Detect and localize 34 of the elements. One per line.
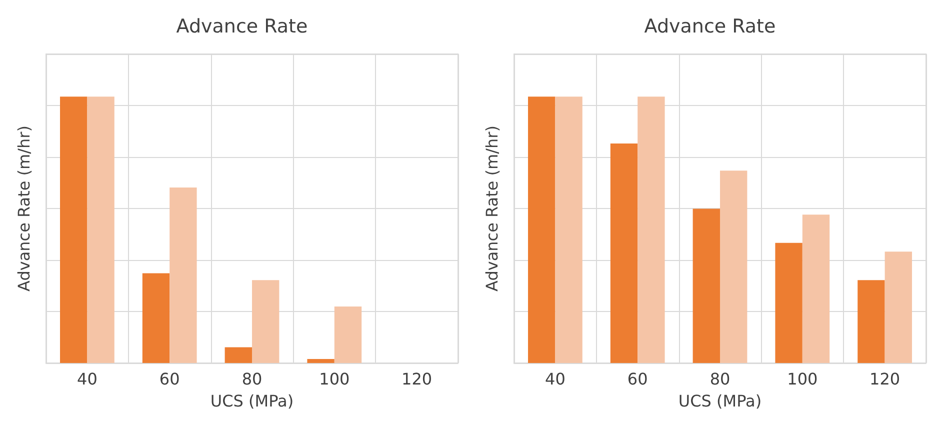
bar [334, 306, 362, 363]
bar [224, 347, 252, 363]
bar [528, 96, 556, 363]
x-tick-label: 80 [242, 370, 262, 388]
x-tick-label: 120 [870, 370, 900, 388]
bar [692, 208, 720, 363]
bar [638, 96, 665, 363]
y-axis-title: Advance Rate (m/hr) [482, 126, 502, 292]
x-tick-label: 100 [787, 370, 818, 388]
x-tick-label: 100 [319, 370, 350, 388]
x-axis-title: UCS (MPa) [678, 392, 762, 410]
bar [252, 280, 280, 363]
chart-title: Advance Rate [644, 16, 776, 38]
bar [555, 96, 582, 363]
bar [142, 273, 170, 363]
bar [610, 144, 638, 363]
x-tick-label: 80 [710, 370, 730, 388]
bar [87, 96, 114, 363]
bar [170, 187, 197, 363]
x-tick-label: 40 [545, 370, 566, 388]
bar [60, 96, 88, 363]
y-axis-title: Advance Rate (m/hr) [14, 126, 34, 292]
x-tick-label: 60 [627, 370, 648, 388]
x-tick-label: 60 [159, 370, 180, 388]
x-tick-label: 120 [402, 370, 432, 388]
bar [720, 170, 748, 363]
bar [802, 214, 830, 363]
bar [775, 242, 802, 363]
x-tick-label: 40 [77, 370, 98, 388]
bar [307, 359, 334, 363]
x-axis-title: UCS (MPa) [210, 392, 294, 410]
chart-title: Advance Rate [176, 16, 308, 38]
bar [858, 280, 885, 363]
bar [884, 252, 912, 363]
